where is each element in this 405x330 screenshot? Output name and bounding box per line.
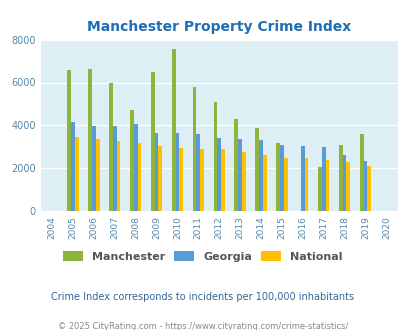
Bar bbox=[92, 126, 96, 211]
Bar bbox=[154, 133, 158, 211]
Text: © 2025 CityRating.com - https://www.cityrating.com/crime-statistics/: © 2025 CityRating.com - https://www.city… bbox=[58, 322, 347, 330]
Bar bbox=[338, 145, 342, 211]
Bar bbox=[113, 126, 116, 211]
Bar bbox=[342, 155, 345, 211]
Bar bbox=[200, 149, 203, 211]
Bar bbox=[234, 119, 238, 211]
Bar bbox=[158, 146, 162, 211]
Bar bbox=[175, 133, 179, 211]
Bar bbox=[96, 139, 99, 211]
Title: Manchester Property Crime Index: Manchester Property Crime Index bbox=[87, 20, 350, 34]
Bar bbox=[363, 161, 367, 211]
Bar bbox=[88, 69, 92, 211]
Bar bbox=[130, 110, 134, 211]
Bar bbox=[192, 87, 196, 211]
Bar bbox=[325, 160, 328, 211]
Bar bbox=[71, 122, 75, 211]
Bar bbox=[67, 70, 71, 211]
Bar bbox=[258, 141, 262, 211]
Bar bbox=[359, 134, 363, 211]
Bar bbox=[171, 49, 175, 211]
Bar bbox=[241, 152, 245, 211]
Bar bbox=[300, 146, 304, 211]
Bar bbox=[196, 134, 200, 211]
Bar bbox=[75, 137, 79, 211]
Bar bbox=[279, 145, 283, 211]
Bar bbox=[283, 158, 287, 211]
Bar bbox=[217, 138, 221, 211]
Bar bbox=[255, 128, 258, 211]
Bar bbox=[137, 143, 141, 211]
Legend: Manchester, Georgia, National: Manchester, Georgia, National bbox=[59, 247, 346, 267]
Bar bbox=[262, 155, 266, 211]
Bar bbox=[367, 166, 370, 211]
Bar bbox=[275, 143, 279, 211]
Bar bbox=[116, 142, 120, 211]
Bar bbox=[221, 149, 224, 211]
Bar bbox=[345, 162, 350, 211]
Bar bbox=[321, 147, 325, 211]
Text: Crime Index corresponds to incidents per 100,000 inhabitants: Crime Index corresponds to incidents per… bbox=[51, 292, 354, 302]
Bar bbox=[213, 102, 217, 211]
Bar bbox=[317, 167, 321, 211]
Bar bbox=[134, 124, 137, 211]
Bar bbox=[238, 139, 241, 211]
Bar bbox=[179, 148, 183, 211]
Bar bbox=[151, 72, 154, 211]
Bar bbox=[109, 82, 113, 211]
Bar bbox=[304, 158, 308, 211]
